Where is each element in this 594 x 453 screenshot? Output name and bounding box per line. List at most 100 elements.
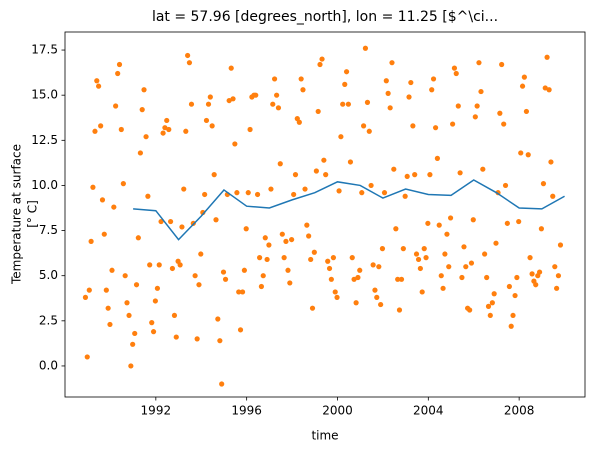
scatter-point [440,285,446,291]
scatter-point [423,255,429,261]
scatter-point [122,273,128,279]
scatter-point [391,166,397,172]
y-tick-label: 12.5 [31,133,58,147]
scatter-point [237,327,244,333]
y-tick-label: 10.0 [31,178,58,192]
scatter-point [92,128,98,134]
scatter-point [499,61,505,68]
scatter-point [179,224,185,230]
scatter-point [167,218,174,225]
y-tick-label: 2.5 [39,313,58,327]
scatter-point [296,119,302,125]
scatter-point [396,307,403,313]
scatter-point [470,217,476,223]
scatter-point [228,65,234,71]
scatter-point [232,141,238,147]
scatter-point [243,226,249,232]
scatter-point [226,97,232,104]
y-tick-label: 5.0 [39,268,58,282]
scatter-point [279,231,285,237]
plot-frame [64,31,586,398]
scatter-point [487,312,493,319]
scatter-point [554,285,560,291]
scatter-point [393,226,399,232]
y-axis-label: [° C] [26,200,40,228]
scatter-point [404,173,410,180]
scatter-point [444,231,450,237]
scatter-point [538,226,545,232]
scatter-point [94,78,100,84]
scatter-point [99,197,106,203]
scatter-point [98,123,104,129]
scatter-point [257,255,263,261]
scatter-point [429,87,435,93]
scatter-point [557,242,564,248]
x-tick-label: 1992 [141,404,172,418]
scatter-point [508,323,514,329]
scatter-point [234,190,240,196]
scatter-point [415,256,422,263]
scatter-point [118,126,124,133]
scatter-point [552,264,558,270]
scatter-point [368,182,374,189]
scatter-point [434,155,441,161]
scatter-point [379,246,386,252]
scatter-point [455,103,461,109]
scatter-point [446,264,452,270]
scatter-point [254,191,261,198]
scatter-point [198,251,204,257]
scatter-point [215,316,221,322]
scatter-point [169,265,176,272]
scatter-point [152,298,158,304]
scatter-point [378,301,384,308]
scatter-point [270,101,276,107]
scatter-point [359,190,365,196]
scatter-point [343,69,350,75]
scatter-point [417,265,423,272]
scatter-point [274,92,280,98]
scatter-point [147,262,153,268]
scatter-point [281,255,287,261]
scatter-point [325,258,331,264]
scatter-point [332,289,338,295]
y-axis-label: Temperature at surface [10,144,24,285]
scatter-point [149,320,155,326]
scatter-point [419,289,425,295]
scatter-point [357,267,363,273]
x-tick-label: 1996 [231,404,262,418]
scatter-point [171,312,178,319]
scatter-point [533,282,539,288]
scatter-point [485,303,492,309]
scatter-point [132,330,138,337]
scatter-point [126,312,132,319]
scatter-point [361,123,367,129]
x-tick-label: 2004 [413,404,444,418]
scatter-point [130,341,136,347]
scatter-point [306,233,312,239]
scatter-point [166,126,172,133]
scatter-point [436,222,442,228]
scatter-point [478,88,484,95]
y-tick-label: 17.5 [31,43,58,57]
scatter-point [512,292,518,299]
scatter-point [120,181,126,187]
scatter-point [285,267,291,273]
scatter-point [183,128,189,134]
scatter-point [345,101,351,107]
scatter-point [317,61,323,68]
scatter-point [115,70,121,77]
scatter-point [491,291,497,297]
scatter-point [194,336,200,342]
scatter-point [398,276,405,282]
scatter-point [425,220,431,226]
scatter-point [476,60,482,66]
scatter-point [266,242,272,248]
scatter-point [550,193,556,199]
scatter-point [156,262,162,268]
scatter-point [213,217,219,223]
scatter-point [349,255,355,261]
scatter-point [555,273,562,279]
scatter-point [347,159,354,165]
scatter-point [523,108,530,115]
scatter-point [236,289,242,295]
